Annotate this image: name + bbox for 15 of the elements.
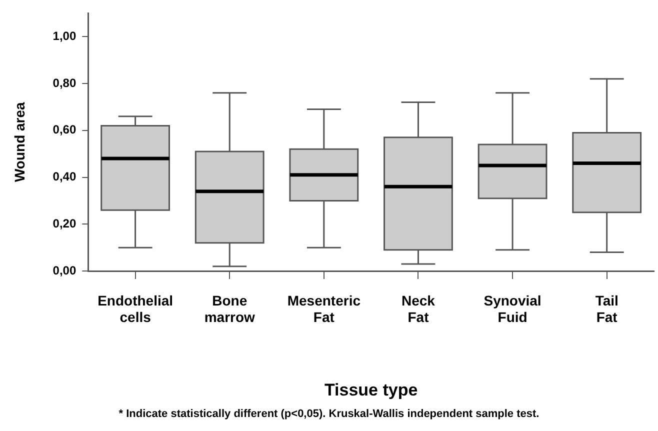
y-tick-label: 1,00: [52, 28, 76, 43]
x-tick-label: Mesenteric Fat: [287, 292, 361, 326]
y-tick-label: 0,20: [52, 216, 76, 230]
y-tick-label: 0,40: [52, 170, 76, 184]
y-tick-label: 0,00: [52, 263, 76, 278]
y-axis-title: Wound area: [11, 102, 28, 182]
x-tick-label: Synovial Fuid: [484, 292, 542, 326]
x-tick-label: Neck Fat: [401, 292, 436, 326]
x-tick-label: Bone marrow: [204, 292, 256, 326]
x-tick-label: Endothelial cells: [98, 292, 174, 326]
text: * Indicate statistically different (p<0,05). Kruskal-Wallis independent sample test.: [118, 408, 540, 420]
y-tick-label: 0,80: [52, 76, 76, 90]
x-axis-title: Tissue type: [324, 380, 418, 400]
x-tick-label: Tail Fat: [595, 292, 618, 326]
y-tick-label: 0,60: [52, 122, 76, 137]
